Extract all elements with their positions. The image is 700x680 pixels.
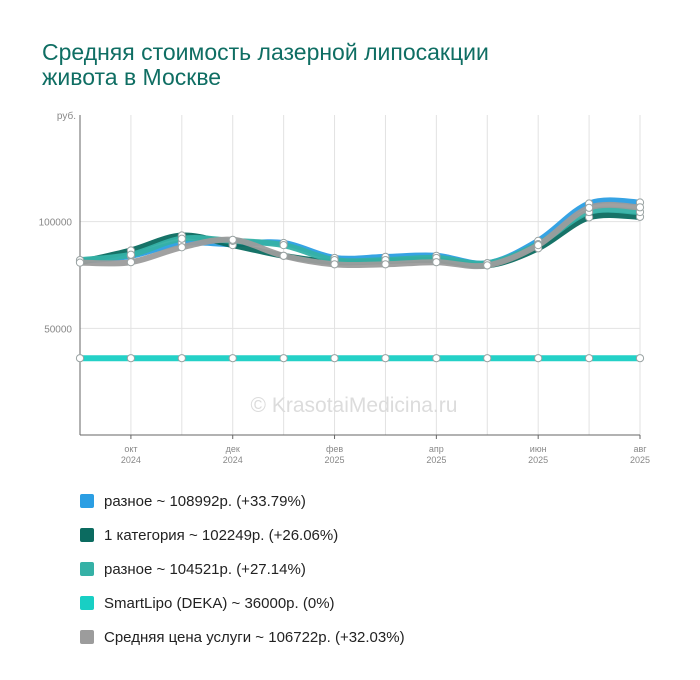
x-tick-label-year: 2024 xyxy=(121,455,141,465)
legend-item: SmartLipo (DEKA) ~ 36000р. (0%) xyxy=(80,586,405,620)
x-tick-label-year: 2025 xyxy=(528,455,548,465)
line-chart: © KrasotaiMedicina.ru руб.10000050000окт… xyxy=(39,110,650,465)
x-tick-label-month: июн xyxy=(530,444,547,454)
x-tick-label-year: 2024 xyxy=(223,455,243,465)
legend-label: 1 категория ~ 102249р. (+26.06%) xyxy=(104,526,339,544)
data-point xyxy=(126,250,136,259)
chart-title-line-1: Средняя стоимость лазерной липосакции xyxy=(42,39,489,65)
data-point xyxy=(534,241,543,250)
data-point xyxy=(483,261,492,270)
legend-swatch xyxy=(80,596,94,610)
x-tick-label-year: 2025 xyxy=(630,455,650,465)
x-tick-label-month: авг xyxy=(633,444,647,454)
y-tick-label: 50000 xyxy=(44,324,72,335)
legend-item: разное ~ 108992р. (+33.79%) xyxy=(80,484,405,518)
data-point xyxy=(584,354,594,363)
legend-label: разное ~ 108992р. (+33.79%) xyxy=(104,492,306,510)
data-point xyxy=(177,243,186,252)
grid xyxy=(79,115,641,435)
chart-title: Средняя стоимость лазерной липосакции жи… xyxy=(42,40,602,90)
y-tick-label: 100000 xyxy=(39,218,73,229)
data-point xyxy=(279,251,288,260)
legend-swatch xyxy=(80,562,94,576)
legend-item: 1 категория ~ 102249р. (+26.06%) xyxy=(80,518,405,552)
data-point xyxy=(177,354,186,363)
points-group xyxy=(75,198,645,363)
data-point xyxy=(330,260,339,269)
x-tick-label-month: фев xyxy=(326,444,343,454)
axes: руб.10000050000окт2024дек2024фев2025апр2… xyxy=(39,110,650,465)
legend-item: Средняя цена услуги ~ 106722р. (+32.03%) xyxy=(80,620,405,654)
data-point xyxy=(228,235,237,244)
data-point xyxy=(432,258,441,267)
data-point xyxy=(75,258,85,267)
legend-label: разное ~ 104521р. (+27.14%) xyxy=(104,560,306,578)
legend-item: разное ~ 104521р. (+27.14%) xyxy=(80,552,405,586)
data-point xyxy=(177,234,186,243)
x-tick-label-month: окт xyxy=(124,444,137,454)
data-point xyxy=(534,354,543,363)
data-point xyxy=(381,354,390,363)
data-point xyxy=(432,354,441,363)
x-tick-label-year: 2025 xyxy=(325,455,345,465)
legend-swatch xyxy=(80,630,94,644)
data-point xyxy=(483,354,492,363)
data-point xyxy=(279,354,288,363)
legend-label: Средняя цена услуги ~ 106722р. (+32.03%) xyxy=(104,628,405,646)
legend-swatch xyxy=(80,528,94,542)
watermark: © KrasotaiMedicina.ru xyxy=(251,394,458,417)
x-tick-label-month: дек xyxy=(226,444,240,454)
data-point xyxy=(381,260,390,269)
data-point xyxy=(584,203,594,212)
x-tick-label-month: апр xyxy=(429,444,444,454)
data-point xyxy=(635,354,645,363)
series-group xyxy=(77,197,643,362)
legend: разное ~ 108992р. (+33.79%) 1 категория ~… xyxy=(80,484,405,654)
data-point xyxy=(126,258,136,267)
data-point xyxy=(228,354,237,363)
legend-swatch xyxy=(80,494,94,508)
data-point xyxy=(126,354,136,363)
x-tick-label-year: 2025 xyxy=(426,455,446,465)
y-axis-label: руб. xyxy=(57,110,76,122)
chart-title-line-2: живота в Москве xyxy=(42,64,222,90)
data-point xyxy=(330,354,339,363)
data-point xyxy=(279,241,288,250)
legend-label: SmartLipo (DEKA) ~ 36000р. (0%) xyxy=(104,594,335,612)
data-point xyxy=(635,203,645,212)
data-point xyxy=(75,354,85,363)
